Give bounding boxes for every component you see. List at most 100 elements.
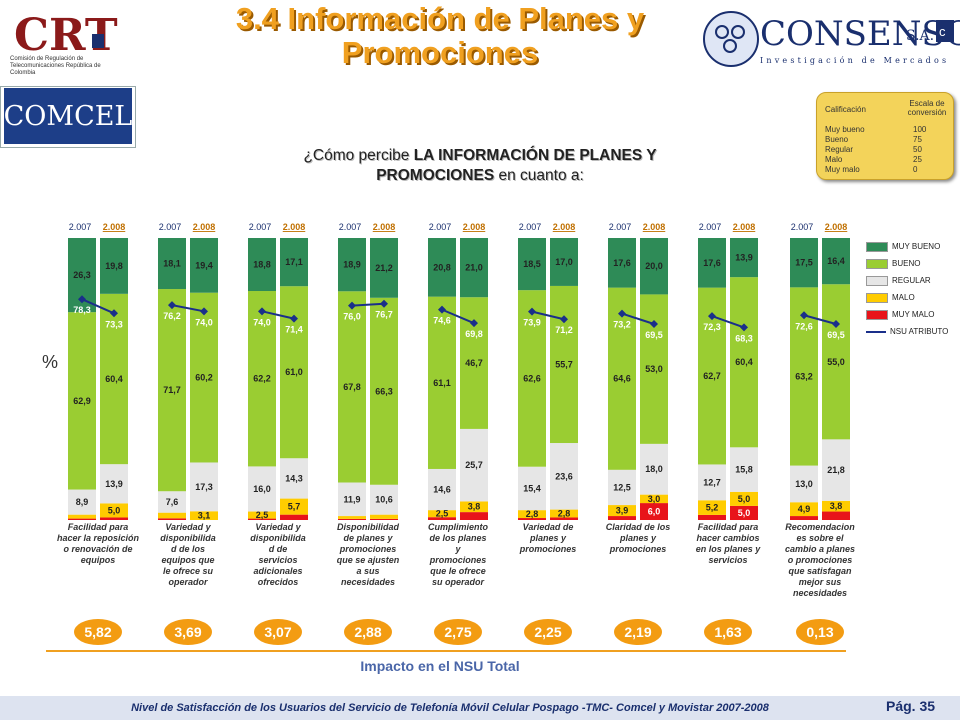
nsu-marker [470, 319, 478, 328]
bar-segment-muy-malo [518, 518, 546, 520]
bar-segment-regular [248, 466, 276, 512]
footer-text: Nivel de Satisfacción de los Usuarios de… [131, 702, 769, 714]
data-label: 61,1 [433, 378, 451, 388]
impact-bubble [164, 619, 212, 645]
data-label: 60,4 [105, 374, 123, 384]
data-label: 13,9 [735, 253, 753, 263]
bar-segment-regular [280, 458, 308, 499]
nsu-marker [380, 299, 388, 308]
bar-segment-bueno [640, 294, 668, 444]
bar-segment-muy-bueno [190, 238, 218, 293]
bar-segment-muy-bueno [730, 238, 758, 278]
nsu-line [531, 310, 565, 321]
category-label: d de [269, 544, 288, 554]
category-label: Facilidad para [698, 522, 759, 532]
data-label: 18,5 [523, 259, 541, 269]
category-label: promociones [609, 544, 667, 554]
data-label: 3,0 [648, 494, 661, 504]
bar-segment-regular [550, 443, 578, 510]
comcel-logo: COMCEL [4, 88, 132, 144]
bar-segment-muy-malo [550, 517, 578, 520]
nsu-line [261, 310, 295, 320]
crt-logo-subtitle: Comisión de Regulación de Telecomunicaci… [10, 56, 101, 76]
category-label: en los planes y [696, 544, 762, 554]
data-label: 18,1 [163, 259, 181, 269]
data-label: 25,7 [465, 460, 483, 470]
chart-question: ¿Cómo percibe LA INFORMACIÓN DE PLANES Y… [230, 146, 730, 186]
consenso-name: CONSENSO [760, 14, 960, 54]
bar-segment-muy-bueno [338, 238, 366, 292]
category-label: planes y [619, 533, 657, 543]
nsu-marker [650, 320, 658, 329]
nsu-line [803, 314, 837, 325]
data-label: 46,7 [465, 358, 483, 368]
category-label: a sus [356, 566, 379, 576]
bar-segment-malo [698, 500, 726, 515]
data-label: 5,0 [738, 508, 751, 518]
data-label: 61,0 [285, 367, 303, 377]
year-label: 2.007 [791, 222, 814, 232]
bar-segment-bueno [100, 293, 128, 465]
bar-segment-regular [158, 491, 186, 513]
category-label: de los planes [429, 533, 486, 543]
legend-swatch [866, 276, 888, 286]
data-label: 63,2 [795, 371, 813, 381]
data-label: 17,6 [703, 258, 721, 268]
category-label: es sobre el [796, 533, 844, 543]
nsu-label: 72,6 [795, 321, 813, 331]
bar-segment-bueno [550, 285, 578, 444]
bar-segment-malo [790, 502, 818, 517]
category-label: disponibilida [250, 533, 306, 543]
bar-segment-malo [550, 509, 578, 518]
data-label: 3,9 [616, 506, 629, 516]
data-label: 67,8 [343, 382, 361, 392]
data-label: 17,5 [795, 258, 813, 268]
page-title-line1: 3.4 Información de Planes y [235, 1, 645, 36]
data-label: 15,4 [523, 483, 541, 493]
data-label: 16,0 [253, 484, 271, 494]
data-label: 5,0 [108, 505, 121, 515]
bar-segment-muy-malo [158, 518, 186, 520]
bar-segment-malo [822, 500, 850, 512]
category-label: ofrecidos [258, 577, 299, 587]
bar-segment-bueno [158, 289, 186, 492]
data-label: 18,0 [645, 464, 663, 474]
data-label: 12,7 [703, 477, 721, 487]
bar-segment-malo [68, 514, 96, 519]
data-label: 14,6 [433, 485, 451, 495]
category-label: hacer la reposición [57, 533, 140, 543]
bar-segment-malo [370, 514, 398, 519]
y-axis-label: % [42, 352, 59, 372]
impact-label: Impacto en el NSU Total [360, 658, 520, 674]
nsu-marker [618, 309, 626, 318]
data-label: 2,5 [436, 509, 449, 519]
category-label: y [454, 544, 461, 554]
bar-segment-muy-malo [730, 505, 758, 520]
bar-segment-malo [428, 510, 456, 518]
data-label: 5,2 [706, 503, 719, 513]
nsu-label: 76,0 [343, 312, 361, 322]
category-label: equipos [81, 555, 116, 565]
bar-segment-regular [460, 428, 488, 502]
year-label: 2.008 [733, 222, 756, 232]
impact-value: 3,69 [174, 624, 201, 640]
bar-segment-bueno [370, 297, 398, 485]
year-label: 2.008 [463, 222, 486, 232]
year-label: 2.008 [103, 222, 126, 232]
data-label: 20,8 [433, 262, 451, 272]
bar-segment-muy-bueno [518, 238, 546, 291]
bar-segment-regular [100, 464, 128, 504]
bar-segment-muy-malo [790, 516, 818, 520]
bar-segment-muy-bueno [248, 238, 276, 292]
nsu-marker [290, 314, 298, 323]
impact-divider [46, 650, 846, 652]
bar-segment-muy-malo [608, 516, 636, 520]
data-label: 62,2 [253, 374, 271, 384]
category-label: Variedad y [165, 522, 211, 532]
bar-segment-muy-bueno [640, 238, 668, 295]
nsu-marker [78, 295, 86, 304]
legend-item-muy-malo: MUY MALO [866, 310, 956, 320]
impact-bubble [74, 619, 122, 645]
category-label: planes y [529, 533, 567, 543]
year-label: 2.008 [193, 222, 216, 232]
